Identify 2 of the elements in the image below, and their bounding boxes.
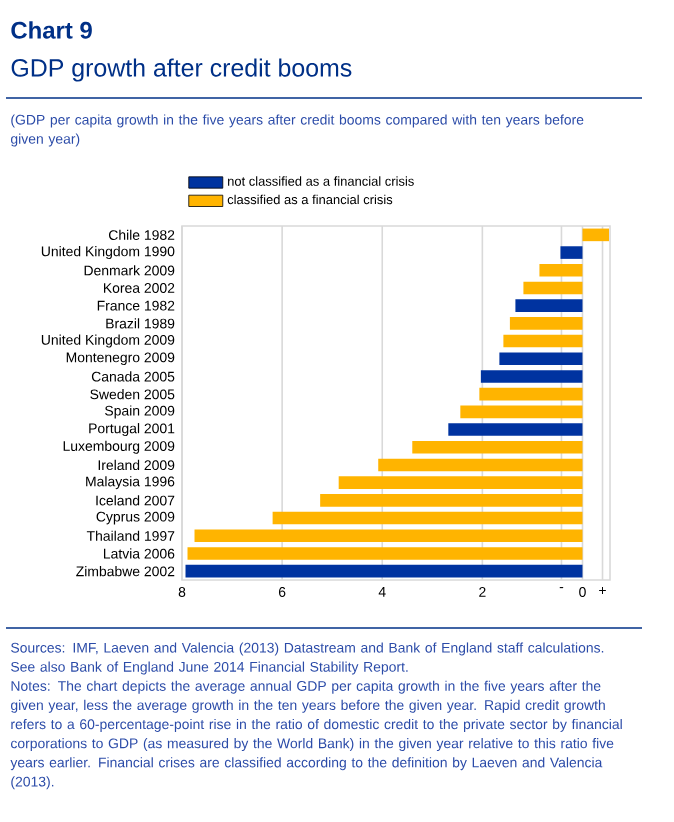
chart-subtitle: GDP growth after credit booms bbox=[11, 58, 352, 82]
chart-title: Chart 9 bbox=[11, 21, 92, 39]
